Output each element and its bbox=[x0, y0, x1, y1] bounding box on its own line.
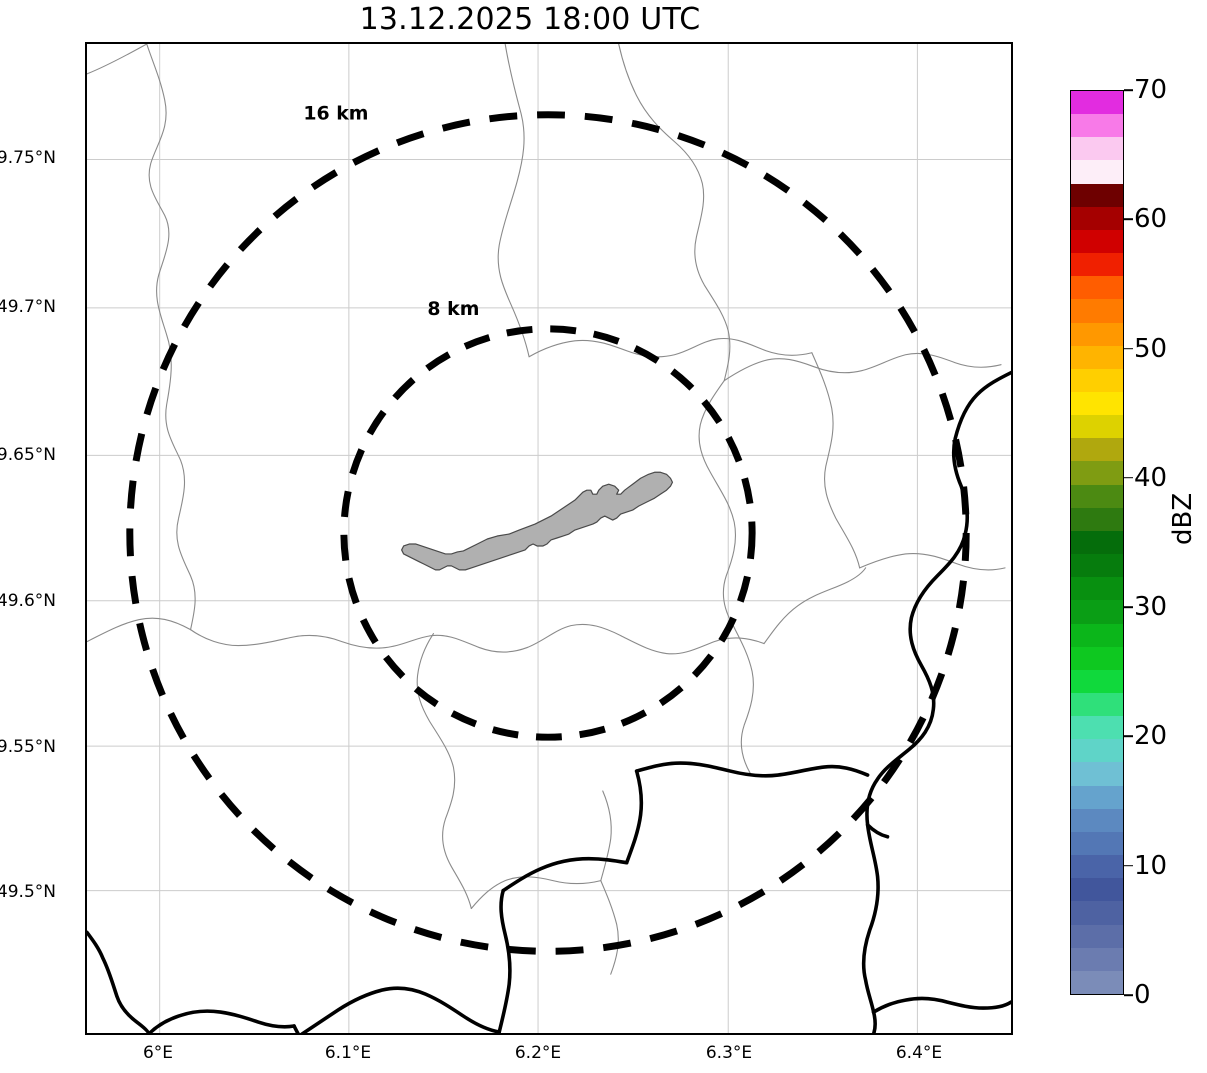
colorbar-band bbox=[1071, 854, 1123, 879]
colorbar-band bbox=[1071, 483, 1123, 508]
colorbar-band bbox=[1071, 969, 1123, 994]
x-tick-label: 6.3°E bbox=[705, 1043, 753, 1063]
x-tick-label: 6.1°E bbox=[324, 1043, 372, 1063]
colorbar-band bbox=[1071, 553, 1123, 578]
colorbar-band bbox=[1071, 715, 1123, 740]
colorbar-band bbox=[1071, 923, 1123, 948]
colorbar-tickmark bbox=[1124, 606, 1133, 608]
colorbar-band bbox=[1071, 900, 1123, 925]
colorbar-band bbox=[1071, 159, 1123, 184]
colorbar-tickmark bbox=[1124, 89, 1133, 91]
colorbar-tickmark bbox=[1124, 735, 1133, 738]
colorbar-tick-label: 30 bbox=[1134, 592, 1168, 623]
admin-boundaries bbox=[87, 44, 1006, 975]
colorbar-tick-label: 10 bbox=[1134, 850, 1168, 881]
colorbar-band bbox=[1071, 367, 1123, 393]
y-tick-label: 49.6°N bbox=[0, 591, 56, 611]
colorbar-band bbox=[1071, 645, 1123, 670]
y-tick-label: 49.75°N bbox=[0, 148, 56, 168]
map-canvas: 16 km 8 km bbox=[87, 44, 1011, 1033]
colorbar-tickmark bbox=[1124, 218, 1133, 221]
colorbar-band bbox=[1071, 830, 1123, 856]
colorbar-band bbox=[1071, 807, 1123, 832]
colorbar-band bbox=[1071, 321, 1123, 346]
colorbar-band bbox=[1071, 738, 1123, 763]
airport-area bbox=[401, 471, 674, 571]
colorbar-tick-label: 40 bbox=[1134, 462, 1168, 493]
range-ring-label-16km: 16 km bbox=[303, 103, 368, 125]
colorbar-band bbox=[1071, 437, 1123, 462]
colorbar-band bbox=[1071, 390, 1123, 416]
x-tick-label: 6.4°E bbox=[895, 1043, 943, 1063]
colorbar-band bbox=[1071, 529, 1123, 555]
colorbar-band bbox=[1071, 576, 1123, 601]
colorbar[interactable] bbox=[1070, 90, 1124, 995]
colorbar-band bbox=[1071, 113, 1123, 138]
colorbar-band bbox=[1071, 599, 1123, 624]
colorbar-tickmark bbox=[1124, 347, 1133, 350]
colorbar-band bbox=[1071, 784, 1123, 809]
colorbar-band bbox=[1071, 205, 1123, 230]
colorbar-tick-label: 20 bbox=[1134, 721, 1168, 752]
colorbar-band bbox=[1071, 877, 1123, 902]
figure-title: 13.12.2025 18:00 UTC bbox=[359, 2, 701, 37]
colorbar-axis-label: dBZ bbox=[1168, 492, 1198, 545]
colorbar-band bbox=[1071, 136, 1123, 161]
range-ring-8km bbox=[340, 325, 756, 741]
colorbar-tickmark bbox=[1124, 864, 1133, 867]
x-tick-label: 6.2°E bbox=[514, 1043, 562, 1063]
colorbar-tick-label: 50 bbox=[1134, 333, 1168, 364]
colorbar-band bbox=[1071, 228, 1123, 254]
colorbar-gradient bbox=[1070, 90, 1124, 995]
colorbar-tick-label: 60 bbox=[1134, 204, 1168, 235]
colorbar-tick-label: 70 bbox=[1134, 75, 1168, 105]
colorbar-band bbox=[1071, 344, 1123, 369]
y-tick-label: 49.5°N bbox=[0, 882, 56, 902]
colorbar-band bbox=[1071, 946, 1123, 971]
y-tick-label: 49.65°N bbox=[0, 445, 56, 465]
colorbar-band bbox=[1071, 506, 1123, 531]
map-plot-area[interactable]: 16 km 8 km bbox=[85, 42, 1013, 1035]
colorbar-band bbox=[1071, 691, 1123, 717]
colorbar-band bbox=[1071, 668, 1123, 694]
y-tick-label: 49.7°N bbox=[0, 297, 56, 317]
colorbar-tickmark bbox=[1124, 477, 1133, 479]
range-ring-16km bbox=[126, 111, 970, 955]
x-tick-label: 6°E bbox=[142, 1043, 174, 1063]
colorbar-band bbox=[1071, 414, 1123, 439]
colorbar-band bbox=[1071, 761, 1123, 786]
colorbar-band bbox=[1071, 91, 1123, 115]
national-border bbox=[87, 370, 1011, 1033]
colorbar-band bbox=[1071, 275, 1123, 300]
y-tick-label: 49.55°N bbox=[0, 737, 56, 757]
colorbar-band bbox=[1071, 298, 1123, 323]
range-rings bbox=[126, 111, 970, 955]
colorbar-band bbox=[1071, 460, 1123, 485]
colorbar-tickmark bbox=[1124, 994, 1133, 996]
colorbar-band bbox=[1071, 182, 1123, 207]
colorbar-band bbox=[1071, 622, 1123, 647]
colorbar-tick-label: 0 bbox=[1134, 980, 1151, 1010]
range-ring-label-8km: 8 km bbox=[427, 298, 479, 320]
colorbar-band bbox=[1071, 252, 1123, 277]
